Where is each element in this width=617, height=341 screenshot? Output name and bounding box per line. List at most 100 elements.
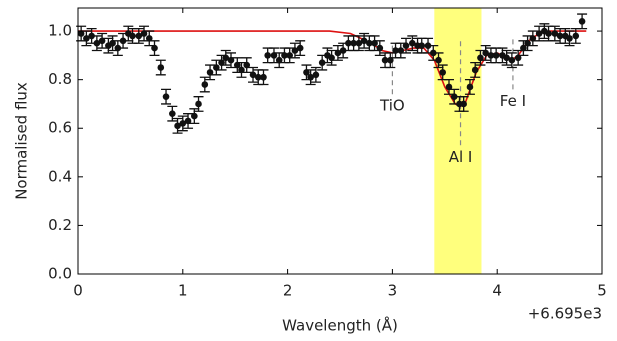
data-point [350,39,357,47]
data-point [249,71,257,79]
highlight-region [434,8,482,274]
data-point [243,61,251,69]
data-point [435,56,442,64]
data-point [445,83,453,91]
data-point [169,110,176,117]
data-point [270,52,278,59]
data-point [291,47,299,54]
data-point [260,73,267,81]
annotation-label: TiO [379,97,405,115]
data-point [233,61,241,69]
data-point [345,39,352,47]
data-point [179,120,187,127]
data-point [184,117,192,125]
annotation-label: Fe I [500,92,526,110]
y-tick-label: 0.0 [48,265,72,283]
data-point [477,54,484,62]
data-point [360,37,368,45]
data-point [578,18,586,25]
y-tick-label: 1.0 [48,22,72,40]
data-point [238,66,245,74]
y-tick-label: 0.6 [48,119,72,137]
data-point [119,37,127,45]
data-point [366,39,373,47]
data-point [275,56,283,64]
data-point [201,81,209,88]
data-point [281,52,288,59]
x-tick-label: 5 [597,282,607,300]
y-axis-label: Normalised flux [13,82,31,200]
data-point [503,54,510,62]
y-tick-label: 0.4 [48,167,72,185]
data-point [98,37,106,45]
data-point [551,30,559,37]
data-point [129,32,136,40]
data-point [140,30,148,37]
data-point [514,54,522,62]
data-point [109,39,116,47]
data-point [307,73,314,81]
data-point [318,59,326,66]
data-point [535,30,543,37]
data-point [402,42,410,49]
data-point [206,69,214,76]
data-point [487,52,495,59]
data-point [195,100,202,108]
data-point [162,93,170,100]
data-point [213,64,220,71]
data-point [429,49,437,57]
data-point [303,69,310,76]
data-point [114,44,122,52]
data-point [157,64,165,71]
data-point [572,32,580,40]
data-point [227,56,235,64]
data-point [312,71,320,79]
data-point [460,100,467,108]
data-point [397,47,405,54]
data-point [508,56,516,64]
data-point [264,52,271,59]
data-point [529,35,537,42]
data-point [355,39,363,47]
data-point [286,52,293,59]
data-point [418,42,426,49]
data-point [381,56,389,64]
data-point [376,44,384,52]
data-point [482,49,489,57]
plot-frame [77,7,603,275]
data-point [387,56,394,64]
data-point [520,44,527,52]
data-point [424,42,432,49]
x-tick-label: 0 [73,282,83,300]
x-tick-label: 2 [283,282,293,300]
y-tick-label: 0.2 [48,216,72,234]
data-point [392,47,399,54]
data-point [191,112,198,120]
data-point [524,39,531,47]
data-point [328,54,335,62]
data-point [93,39,101,47]
data-point [439,69,447,76]
x-tick-label: 4 [492,282,502,300]
data-point [566,35,573,42]
x-axis-label: Wavelength (Å) [282,316,398,335]
data-point [556,32,564,40]
x-tick-label: 3 [388,282,398,300]
annotation-label: Al I [449,148,473,166]
data-point [145,35,153,42]
x-tick-label: 1 [178,282,188,300]
data-point [135,32,143,40]
x-offset-label: +6.695e3 [528,305,602,323]
data-point [492,52,500,59]
data-point [339,47,347,54]
data-point [83,35,90,42]
data-point [88,32,95,40]
data-point [450,93,458,100]
y-tick-label: 0.8 [48,70,72,88]
data-point [254,73,262,81]
data-point [371,39,378,47]
data-point [151,44,158,52]
data-point [334,49,342,57]
data-point [545,30,552,37]
